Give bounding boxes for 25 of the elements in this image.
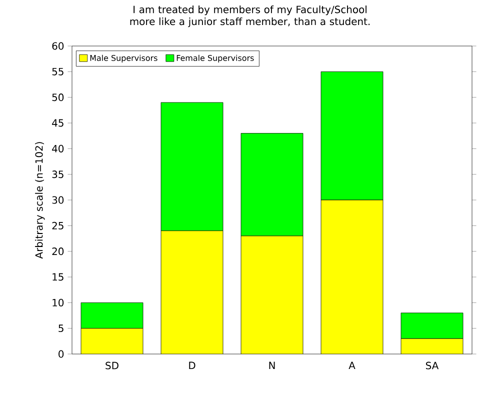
chart-title: I am treated by members of my Faculty/School more like a junior staff member, than a student. xyxy=(130,6,370,28)
x-tick-label: D xyxy=(189,362,196,370)
bar xyxy=(321,200,384,354)
y-tick-label: 60 xyxy=(52,42,64,50)
y-tick-label: 50 xyxy=(52,94,64,102)
x-tick-label: SA xyxy=(426,362,439,370)
y-tick-label: 55 xyxy=(52,68,64,76)
x-tick-label: SD xyxy=(106,362,118,370)
y-tick-label: 5 xyxy=(58,324,64,332)
y-tick-label: 10 xyxy=(52,298,64,306)
x-tick-label: A xyxy=(348,362,356,370)
x-tick-label: N xyxy=(269,362,275,370)
bar xyxy=(400,338,464,354)
y-tick-label: 45 xyxy=(52,119,64,127)
y-tick-label: 15 xyxy=(52,273,64,281)
bar xyxy=(241,236,304,354)
y-axis-title: Arbitrary scale (n=102) xyxy=(35,142,45,259)
y-tick-label: 30 xyxy=(52,196,64,204)
y-tick-label: 40 xyxy=(52,144,64,152)
y-tick-label: 0 xyxy=(58,350,64,358)
bar xyxy=(161,230,224,354)
y-tick-label: 35 xyxy=(52,170,64,178)
y-tick-label: 20 xyxy=(52,248,64,256)
y-tick-label: 25 xyxy=(52,222,64,230)
bar xyxy=(81,328,144,354)
